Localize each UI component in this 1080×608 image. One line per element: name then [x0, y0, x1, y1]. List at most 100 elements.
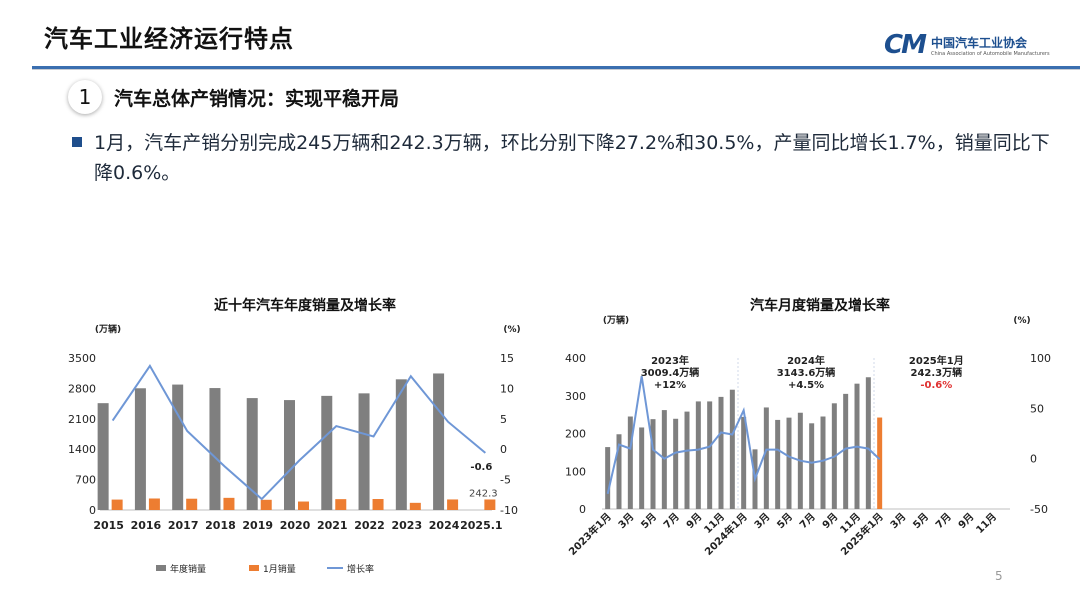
x-tick-label: 2017	[168, 519, 199, 532]
x-tick-label: 2020	[280, 519, 311, 532]
monthly-sales-bar	[673, 418, 679, 509]
monthly-sales-bar	[605, 447, 611, 509]
y-tick-label: 1400	[68, 443, 96, 456]
jan-sales-bar	[260, 499, 272, 510]
x-tick-label: 7月	[797, 511, 817, 531]
annual-sales-bar	[358, 393, 370, 510]
logo-text-block: 中国汽车工业协会 China Association of Automobile…	[931, 34, 1050, 57]
jan-sales-bar	[111, 499, 123, 510]
left-axis-unit: (万辆)	[95, 323, 121, 335]
growth-rate-line	[606, 375, 881, 495]
logo-subtext: China Association of Automobile Manufact…	[930, 50, 1050, 57]
y2-tick-label: -5	[500, 474, 511, 487]
jan-sales-bar	[298, 501, 309, 510]
annotation-line: 242.3万辆	[911, 366, 963, 379]
monthly-sales-bar	[763, 407, 769, 509]
chart2-title: 汽车月度销量及增长率	[750, 298, 890, 314]
current-month-bar	[877, 417, 883, 509]
jan-sales-bar	[186, 498, 198, 510]
y2-tick-label: 0	[1030, 453, 1037, 466]
annual-sales-bar	[321, 395, 333, 510]
y2-tick-label: 50	[1030, 402, 1044, 415]
x-tick-label: 2023	[392, 519, 423, 532]
jan-sales-bar	[223, 497, 235, 510]
monthly-sales-bar	[695, 401, 701, 509]
monthly-sales-bar	[729, 389, 735, 509]
annual-sales-bar	[97, 403, 109, 510]
y2-tick-label: -50	[1030, 503, 1048, 516]
x-tick-label: 2021	[317, 519, 348, 532]
left-axis-unit: (万辆)	[603, 314, 629, 326]
x-tick-label: 2025.1	[460, 519, 502, 532]
monthly-sales-bar	[775, 419, 781, 509]
x-tick-label: 11月	[974, 511, 999, 536]
chart1-title: 近十年汽车年度销量及增长率	[214, 298, 396, 314]
annual-sales-bar	[395, 379, 407, 510]
header-rule-thin	[32, 69, 1080, 70]
x-tick-label: 2015	[93, 519, 124, 532]
annual-sales-bar	[134, 388, 146, 510]
legend-swatch	[156, 565, 166, 571]
monthly-sales-chart: (万辆) (%) 0 100 200 300 400 -50 0 50 100 2023年3009.4…	[565, 314, 1051, 558]
y-tick-label: 0	[89, 504, 96, 517]
monthly-sales-bar	[684, 411, 690, 509]
monthly-sales-bar	[707, 401, 713, 509]
header-rule	[32, 66, 1080, 69]
logo-mark: CM	[884, 30, 927, 60]
y-tick-label: 300	[565, 390, 586, 403]
jan-sales-bar	[409, 502, 421, 510]
monthly-sales-bar	[650, 419, 656, 509]
annotation-line: 3009.4万辆	[641, 366, 700, 379]
logo-text: 中国汽车工业协会	[930, 35, 1027, 50]
bullet-marker	[72, 137, 82, 147]
y-tick-label: 400	[565, 352, 586, 365]
annual-sales-bar	[246, 398, 258, 510]
annotation-line: 2025年1月	[909, 354, 964, 367]
y2-tick-label: 100	[1030, 352, 1051, 365]
bullet-text: 1月，汽车产销分别完成245万辆和242.3万辆，环比分别下降27.2%和30.…	[94, 132, 1050, 184]
annotation-line: -0.6%	[920, 380, 952, 391]
growth-rate-line	[111, 364, 487, 501]
annual-sales-bar	[284, 400, 295, 510]
x-tick-label: 5月	[775, 511, 795, 531]
jan-sales-bar	[148, 498, 160, 510]
jan-sales-bar	[335, 499, 347, 510]
y-tick-label: 700	[75, 474, 96, 487]
right-axis-unit: (%)	[1013, 316, 1030, 326]
jan-sales-bar	[484, 499, 496, 510]
x-tick-label: 2018	[205, 519, 236, 532]
monthly-sales-bar	[639, 427, 645, 509]
slide-title: 汽车工业经济运行特点	[44, 25, 294, 53]
y2-tick-label: 0	[500, 443, 507, 456]
x-tick-label: 3月	[888, 511, 908, 531]
legend-label: 年度销量	[170, 563, 206, 575]
legend-label: 增长率	[347, 563, 374, 575]
y2-tick-label: 5	[500, 413, 507, 426]
y-tick-label: 100	[565, 465, 586, 478]
page-number: 5	[995, 569, 1003, 583]
growth-data-label: -0.6	[470, 462, 492, 473]
monthly-sales-bar	[820, 416, 826, 509]
y-tick-label: 200	[565, 428, 586, 441]
jan-sales-bar	[372, 499, 384, 510]
x-tick-label: 2024	[429, 519, 460, 532]
monthly-sales-bar	[741, 416, 747, 509]
x-tick-label: 2022	[354, 519, 385, 532]
monthly-sales-bar	[865, 377, 871, 509]
monthly-sales-bar	[718, 396, 724, 509]
monthly-sales-bar	[843, 393, 849, 509]
jan-data-label: 242.3	[469, 488, 498, 499]
legend-label: 1月销量	[263, 563, 296, 575]
right-axis-unit: (%)	[503, 325, 520, 335]
logo: CM 中国汽车工业协会 China Association of Automob…	[884, 30, 1050, 60]
x-tick-label: 2016	[131, 519, 162, 532]
y-tick-label: 0	[579, 503, 586, 516]
x-tick-label: 7月	[661, 511, 681, 531]
jan-sales-bar	[447, 499, 459, 510]
x-tick-label: 5月	[911, 511, 931, 531]
y2-tick-label: -10	[500, 504, 518, 517]
section-number: 1	[68, 80, 102, 114]
x-tick-label: 2019	[242, 519, 273, 532]
x-tick-label: 5月	[639, 511, 659, 531]
y-tick-label: 2800	[68, 382, 96, 395]
